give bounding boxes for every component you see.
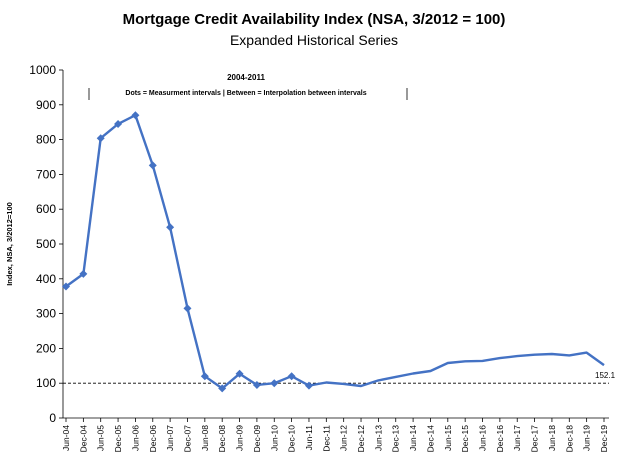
data-point-marker	[200, 372, 209, 381]
y-tick-label: 100	[36, 376, 56, 390]
data-point-marker	[270, 379, 279, 388]
x-tick-label: Dec-19	[599, 425, 609, 453]
x-tick-label: Dec-04	[78, 425, 88, 453]
x-tick-label: Dec-11	[321, 425, 331, 452]
x-tick-label: Dec-12	[356, 425, 366, 453]
x-tick-label: Jun-16	[478, 425, 488, 451]
x-tick-label: Dec-13	[391, 425, 401, 453]
x-tick-label: Dec-07	[182, 425, 192, 453]
x-tick-label: Jun-14	[408, 425, 418, 451]
data-point-marker	[304, 381, 313, 390]
x-tick-label: Dec-09	[252, 425, 262, 453]
x-tick-label: Jun-04	[61, 425, 71, 451]
x-tick-label: Jun-09	[235, 425, 245, 451]
data-point-marker	[235, 369, 244, 378]
annotation: 2004-2011 Dots = Measurment intervals | …	[88, 73, 408, 100]
y-tick-label: 700	[36, 167, 56, 181]
x-tick-label: Jun-12	[339, 425, 349, 451]
data-point-marker	[166, 223, 175, 232]
data-point-marker	[96, 134, 105, 143]
data-point-marker	[148, 161, 157, 170]
x-tick-label: Jun-08	[200, 425, 210, 451]
x-tick-label: Jun-17	[512, 425, 522, 451]
x-tick-label: Dec-14	[425, 425, 435, 453]
x-tick-label: Dec-08	[217, 425, 227, 453]
x-tick-label: Jun-19	[582, 425, 592, 451]
x-tick-label: Dec-06	[148, 425, 158, 453]
x-tick-label: Dec-16	[495, 425, 505, 453]
x-tick-label: Dec-17	[530, 425, 540, 453]
data-point-marker	[79, 269, 88, 278]
x-tick-label: Dec-15	[460, 425, 470, 453]
chart-title: Mortgage Credit Availability Index (NSA,…	[123, 11, 506, 28]
data-point-marker	[183, 304, 192, 313]
x-tick-label: Dec-18	[564, 425, 574, 453]
x-tick-label: Jun-05	[96, 425, 106, 451]
x-tick-label: Jun-07	[165, 425, 175, 451]
y-tick-label: 300	[36, 307, 56, 321]
data-point-marker	[131, 111, 140, 120]
x-tick-label: Dec-10	[287, 425, 297, 453]
y-tick-label: 800	[36, 133, 56, 147]
x-tick-label: Jun-10	[269, 425, 279, 451]
y-axis-label: Index, NSA, 3/2012=100	[5, 202, 14, 286]
y-tick-label: 600	[36, 202, 56, 216]
y-tick-label: 1000	[29, 63, 56, 77]
data-point-marker	[62, 282, 70, 291]
y-tick-label: 500	[36, 237, 56, 251]
end-value-label: 152.1	[595, 371, 616, 380]
data-point-marker	[218, 384, 227, 393]
y-tick-label: 0	[49, 411, 56, 425]
data-point-marker	[252, 380, 261, 389]
data-point-marker	[287, 372, 296, 381]
y-tick-label: 900	[36, 98, 56, 112]
y-tick-label: 200	[36, 341, 56, 355]
chart-subtitle: Expanded Historical Series	[230, 32, 398, 48]
data-point-marker	[114, 119, 123, 128]
annotation-title: 2004-2011	[227, 73, 265, 82]
x-tick-label: Jun-18	[547, 425, 557, 451]
x-tick-label: Dec-05	[113, 425, 123, 453]
series-line	[65, 113, 605, 390]
x-tick-label: Jun-11	[304, 425, 314, 451]
x-tick-label: Jun-15	[443, 425, 453, 451]
annotation-text: Dots = Measurment intervals | Between = …	[125, 90, 366, 97]
x-tick-label: Jun-13	[373, 425, 383, 451]
y-tick-label: 400	[36, 272, 56, 286]
x-tick-label: Jun-06	[130, 425, 140, 451]
